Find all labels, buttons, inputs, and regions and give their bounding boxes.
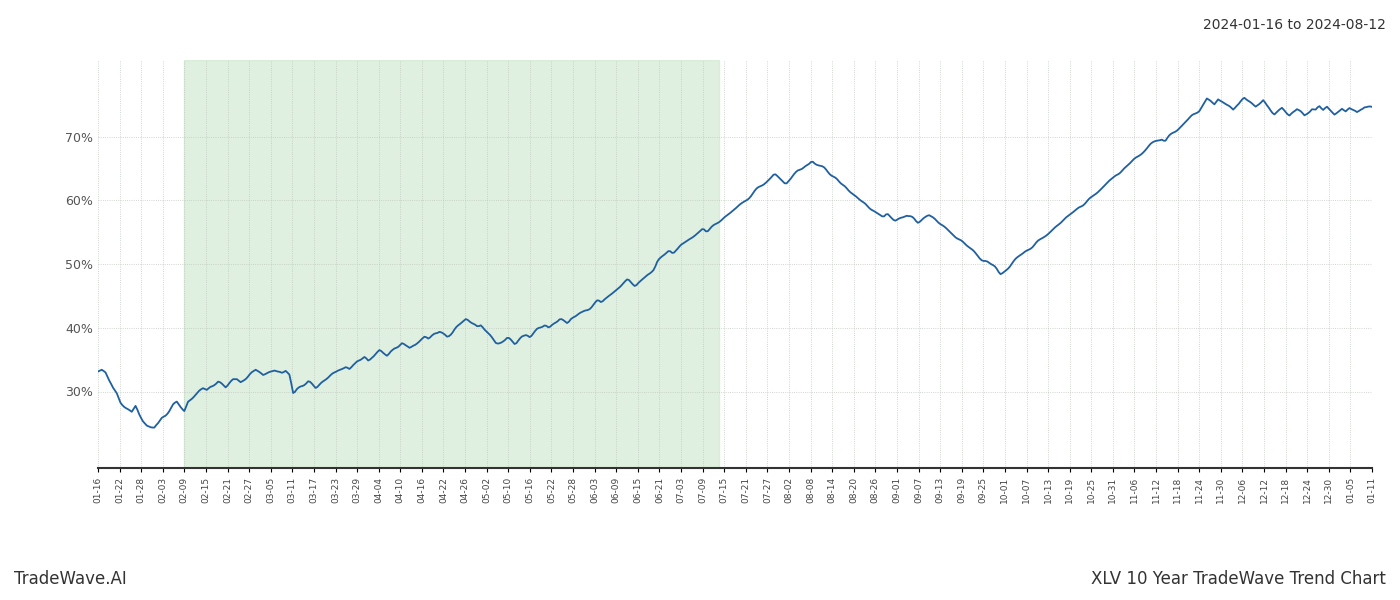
Bar [185, 60, 720, 468]
Text: TradeWave.AI: TradeWave.AI [14, 570, 127, 588]
Text: XLV 10 Year TradeWave Trend Chart: XLV 10 Year TradeWave Trend Chart [1091, 570, 1386, 588]
Text: 2024-01-16 to 2024-08-12: 2024-01-16 to 2024-08-12 [1203, 18, 1386, 32]
